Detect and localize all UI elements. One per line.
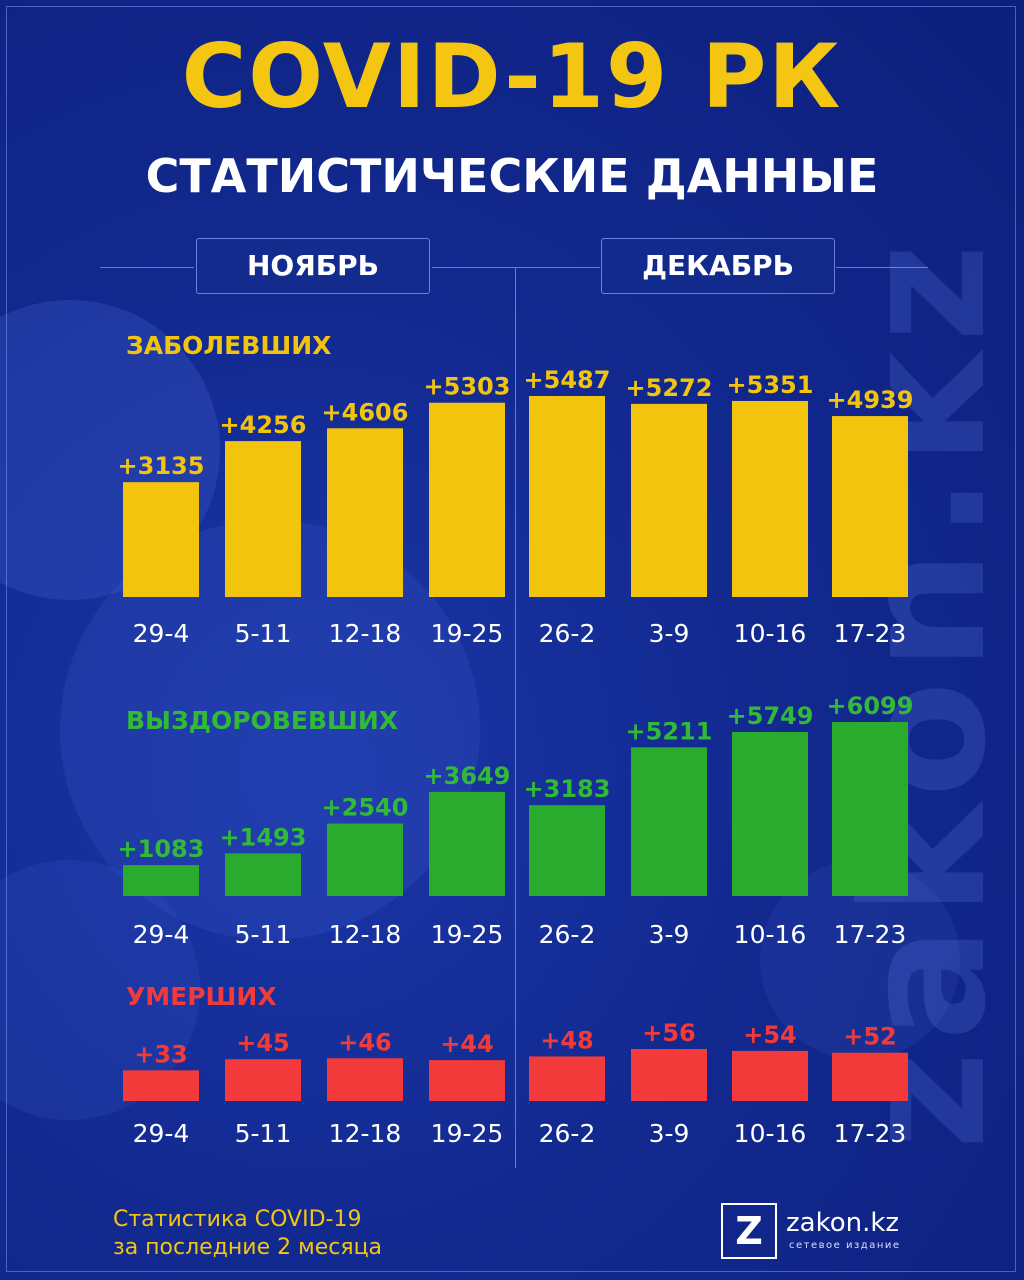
- tick-label-deaths-7: 10-16: [734, 1119, 807, 1148]
- tick-label-recovered-7: 10-16: [734, 920, 807, 949]
- divider: [836, 267, 928, 268]
- divider: [432, 267, 600, 268]
- bar-recovered-5: [529, 805, 605, 896]
- bar-deaths-4: [429, 1060, 505, 1101]
- page-subtitle: СТАТИСТИЧЕСКИЕ ДАННЫЕ: [145, 149, 879, 203]
- data-label-infected-3: +4606: [322, 398, 409, 426]
- tick-label-deaths-1: 29-4: [133, 1119, 190, 1148]
- bar-recovered-4: [429, 791, 505, 896]
- tick-label-recovered-6: 3-9: [649, 920, 690, 949]
- data-label-recovered-6: +5211: [626, 717, 713, 745]
- tick-label-infected-6: 3-9: [649, 619, 690, 648]
- bar-deaths-5: [529, 1056, 605, 1101]
- bar-recovered-2: [225, 853, 301, 896]
- data-label-recovered-4: +3649: [424, 762, 511, 790]
- tick-label-infected-3: 12-18: [329, 619, 402, 648]
- data-label-recovered-7: +5749: [727, 702, 814, 730]
- data-label-deaths-5: +48: [540, 1026, 594, 1054]
- bar-infected-4: [429, 402, 505, 597]
- section-label-infected: ЗАБОЛЕВШИХ: [126, 331, 332, 360]
- bar-infected-3: [327, 428, 403, 597]
- month-separator: [515, 268, 516, 1168]
- data-label-recovered-8: +6099: [827, 692, 914, 720]
- bar-infected-2: [225, 441, 301, 597]
- bar-recovered-7: [732, 731, 808, 896]
- footer-line-2: за последние 2 месяца: [113, 1235, 383, 1260]
- data-label-recovered-3: +2540: [322, 794, 409, 822]
- data-label-infected-4: +5303: [424, 373, 511, 401]
- section-label-deaths: УМЕРШИХ: [126, 982, 277, 1011]
- tick-label-deaths-8: 17-23: [834, 1119, 907, 1148]
- zakon-logo-icon: Z: [721, 1203, 777, 1259]
- data-label-infected-7: +5351: [727, 371, 814, 399]
- tick-label-recovered-2: 5-11: [235, 920, 292, 949]
- tick-label-deaths-6: 3-9: [649, 1119, 690, 1148]
- bar-deaths-8: [832, 1052, 908, 1101]
- tick-label-infected-4: 19-25: [431, 619, 504, 648]
- tick-label-recovered-1: 29-4: [133, 920, 190, 949]
- data-label-infected-1: +3135: [118, 452, 205, 480]
- section-label-recovered: ВЫЗДОРОВЕВШИХ: [126, 706, 399, 735]
- bar-recovered-6: [631, 747, 707, 896]
- data-label-infected-2: +4256: [220, 411, 307, 439]
- bar-recovered-3: [327, 823, 403, 896]
- data-label-infected-8: +4939: [827, 386, 914, 414]
- bar-infected-5: [529, 396, 605, 597]
- bar-recovered-8: [832, 722, 908, 896]
- data-label-infected-6: +5272: [626, 374, 713, 402]
- logo-tagline: сетевое издание: [789, 1240, 901, 1251]
- data-label-deaths-1: +33: [134, 1040, 188, 1068]
- data-label-deaths-6: +56: [642, 1019, 696, 1047]
- divider: [100, 267, 194, 268]
- bar-infected-8: [832, 416, 908, 597]
- page-title: COVID-19 РК: [181, 25, 843, 128]
- data-label-deaths-2: +45: [236, 1029, 290, 1057]
- data-label-recovered-1: +1083: [118, 835, 205, 863]
- tick-label-recovered-4: 19-25: [431, 920, 504, 949]
- border-frame: [6, 6, 1016, 1272]
- bar-deaths-3: [327, 1058, 403, 1101]
- data-label-recovered-5: +3183: [524, 775, 611, 803]
- tick-label-infected-5: 26-2: [539, 619, 596, 648]
- tick-label-infected-2: 5-11: [235, 619, 292, 648]
- tick-label-recovered-5: 26-2: [539, 920, 596, 949]
- tick-label-deaths-5: 26-2: [539, 1119, 596, 1148]
- bar-deaths-7: [732, 1050, 808, 1101]
- month-label-november: НОЯБРЬ: [196, 238, 430, 294]
- footer-line-1: Статистика COVID-19: [113, 1207, 362, 1232]
- bar-deaths-2: [225, 1059, 301, 1101]
- tick-label-deaths-3: 12-18: [329, 1119, 402, 1148]
- data-label-deaths-3: +46: [338, 1028, 392, 1056]
- bar-infected-1: [123, 482, 199, 597]
- tick-label-infected-8: 17-23: [834, 619, 907, 648]
- bar-deaths-1: [123, 1070, 199, 1101]
- bar-deaths-6: [631, 1049, 707, 1101]
- bar-infected-7: [732, 400, 808, 597]
- data-label-deaths-8: +52: [843, 1023, 897, 1051]
- data-label-recovered-2: +1493: [220, 823, 307, 851]
- bar-infected-6: [631, 403, 707, 597]
- tick-label-recovered-3: 12-18: [329, 920, 402, 949]
- data-label-infected-5: +5487: [524, 366, 611, 394]
- tick-label-recovered-8: 17-23: [834, 920, 907, 949]
- tick-label-infected-1: 29-4: [133, 619, 190, 648]
- data-label-deaths-4: +44: [440, 1030, 494, 1058]
- logo-name: zakon.kz: [786, 1208, 900, 1238]
- data-label-deaths-7: +54: [743, 1021, 797, 1049]
- tick-label-deaths-4: 19-25: [431, 1119, 504, 1148]
- footer-caption: Статистика COVID-19 за последние 2 месяц…: [113, 1206, 382, 1262]
- month-label-december: ДЕКАБРЬ: [601, 238, 835, 294]
- tick-label-infected-7: 10-16: [734, 619, 807, 648]
- tick-label-deaths-2: 5-11: [235, 1119, 292, 1148]
- bar-recovered-1: [123, 865, 199, 896]
